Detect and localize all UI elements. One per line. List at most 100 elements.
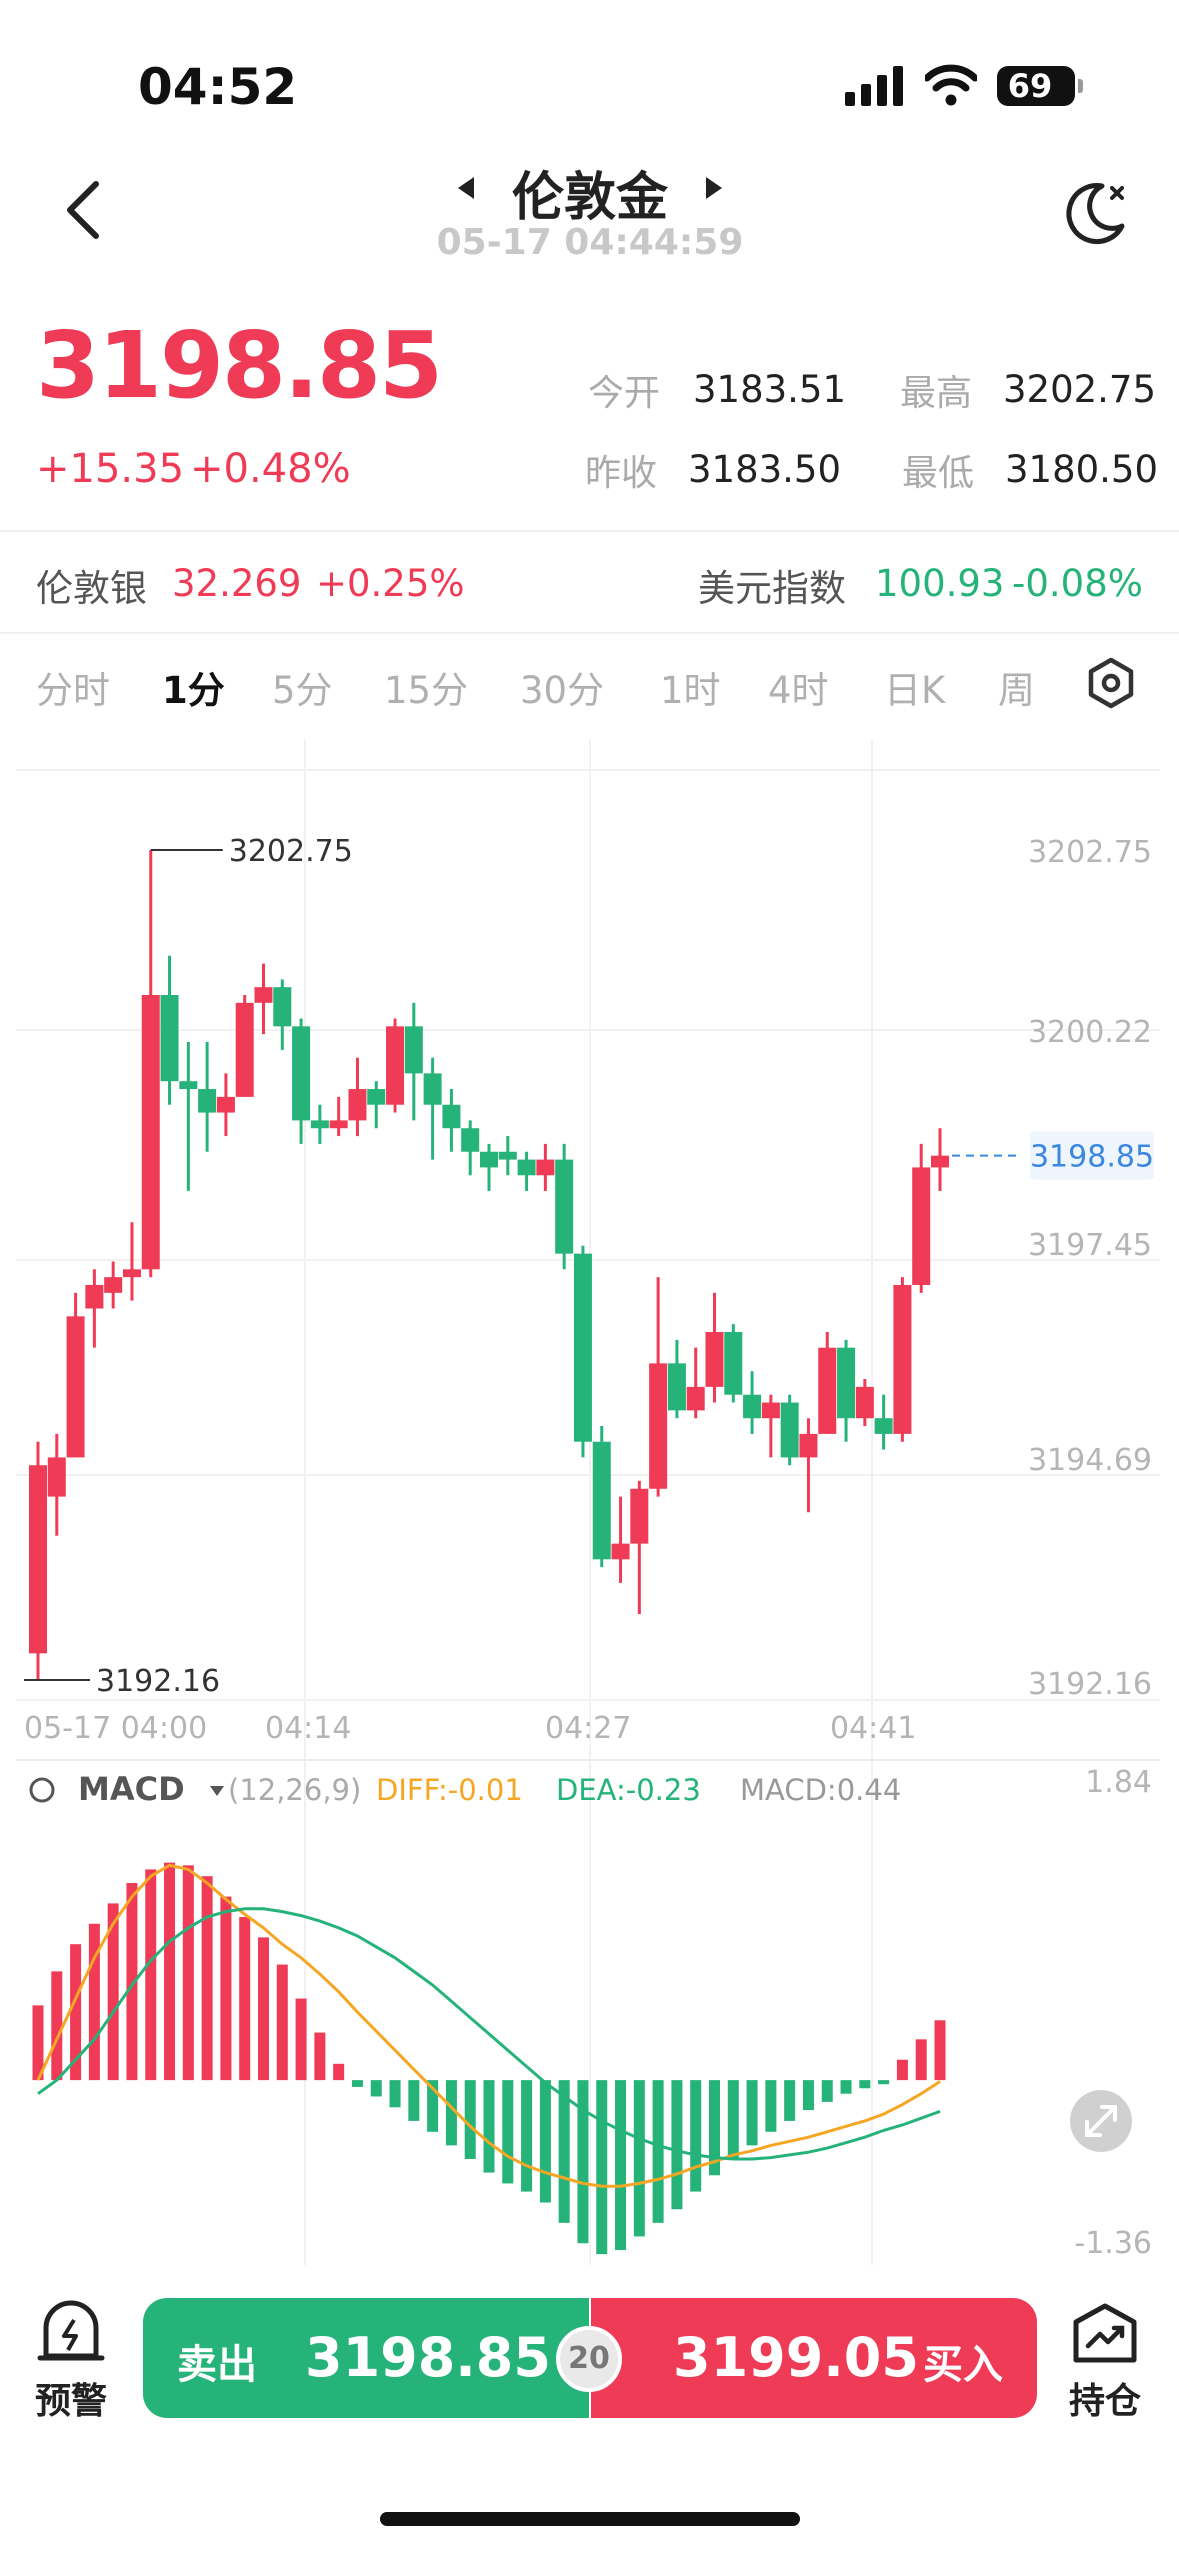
- back-arrow-icon[interactable]: [58, 178, 108, 242]
- status-bar: 04:52 69: [0, 0, 1179, 150]
- macd-histogram-bar: [709, 2080, 720, 2176]
- candle-body: [329, 1120, 348, 1129]
- chart-grid: [16, 740, 1160, 2265]
- macd-histogram-bar: [671, 2080, 683, 2210]
- candle-body: [649, 1363, 668, 1489]
- candle-body: [386, 1026, 405, 1105]
- macd-histogram-bar: [765, 2080, 777, 2132]
- macd-histogram-bar: [821, 2080, 833, 2102]
- current-price-label: 3198.85: [1030, 1140, 1154, 1175]
- price-change-percent: +0.48%: [190, 446, 351, 492]
- candle-body: [292, 1026, 311, 1121]
- macd-histogram-bar: [633, 2080, 645, 2237]
- sell-button[interactable]: 卖出 3198.85: [143, 2298, 589, 2418]
- expand-icon[interactable]: [1070, 2090, 1132, 2152]
- macd-histogram-bar: [295, 1998, 307, 2081]
- tab-timeshare[interactable]: 分时: [36, 669, 110, 712]
- home-indicator: [380, 2512, 800, 2526]
- buy-price: 3199.05: [673, 2326, 919, 2389]
- candle-body: [122, 1269, 141, 1278]
- candle-body: [367, 1089, 386, 1105]
- macd-title: MACD: [78, 1770, 185, 1808]
- candle-body: [874, 1418, 893, 1434]
- related-pct: -0.08%: [1012, 562, 1143, 605]
- candles: [29, 850, 949, 1680]
- candle-body: [724, 1332, 743, 1395]
- candle-body: [705, 1332, 724, 1387]
- macd-histogram-bar: [615, 2080, 627, 2251]
- chart-settings-icon[interactable]: [1084, 656, 1138, 710]
- candle-body: [66, 1316, 85, 1458]
- candle-body: [85, 1284, 104, 1309]
- macd-value: MACD:0.44: [740, 1773, 901, 1807]
- time-axis-label: 05-17 04:00: [24, 1711, 207, 1746]
- candle-body: [160, 994, 179, 1082]
- time-axis-label: 04:27: [545, 1711, 631, 1746]
- candle-body: [818, 1347, 837, 1434]
- candle-body: [780, 1402, 799, 1458]
- macd-histogram-bar: [577, 2080, 589, 2244]
- macd-histogram-bar: [521, 2080, 533, 2192]
- divider: [0, 530, 1179, 532]
- tab-daily[interactable]: 日K: [884, 669, 946, 712]
- macd-histogram-bar: [88, 1923, 100, 2081]
- prev-instrument-icon[interactable]: [458, 177, 474, 199]
- candle-body: [799, 1433, 818, 1458]
- macd-histogram-bar: [258, 1937, 269, 2081]
- related-name: 美元指数: [698, 567, 846, 610]
- macd-dea-line: [37, 1907, 941, 2161]
- macd-histogram-bar: [896, 2059, 908, 2081]
- macd-histogram-bar: [314, 2032, 326, 2081]
- candle-body: [273, 987, 292, 1027]
- buy-label: 买入: [923, 2342, 1003, 2388]
- macd-axis-min: -1.36: [1074, 2226, 1152, 2261]
- instrument-switcher[interactable]: 伦敦金: [400, 155, 780, 228]
- tab-1min[interactable]: 1分: [162, 669, 225, 712]
- price-axis-labels: 3202.75 3200.22 3197.45 3194.69 3192.16: [1028, 835, 1152, 1702]
- buy-button[interactable]: 3199.05 买入: [591, 2298, 1037, 2418]
- sell-price: 3198.85: [305, 2326, 551, 2389]
- related-pct: +0.25%: [316, 562, 465, 605]
- macd-histogram-bar: [351, 2080, 363, 2087]
- max-marker-label: 3202.75: [229, 834, 353, 869]
- related-value: 100.93: [875, 562, 1005, 605]
- macd-histogram-bar: [878, 2080, 890, 2085]
- tab-30min[interactable]: 30分: [520, 669, 605, 712]
- min-marker-label: 3192.16: [96, 1664, 220, 1699]
- extreme-markers: 3202.75 3192.16 3198.85: [24, 834, 1154, 1699]
- tab-5min[interactable]: 5分: [272, 669, 333, 712]
- battery-icon: 69: [997, 66, 1083, 106]
- candle-body: [855, 1386, 874, 1419]
- candle-body: [235, 1002, 254, 1097]
- macd-histogram-bar: [558, 2080, 570, 2223]
- related-name: 伦敦银: [36, 567, 147, 610]
- tab-1hour[interactable]: 1时: [660, 669, 721, 712]
- candle-body: [517, 1159, 536, 1176]
- prev-close-value: 3183.50: [688, 448, 842, 491]
- candle-body: [630, 1488, 649, 1544]
- related-value: 32.269: [172, 562, 302, 605]
- candle-body: [461, 1128, 480, 1152]
- positions-button[interactable]: 持仓: [1062, 2300, 1148, 2422]
- candle-body: [686, 1386, 705, 1411]
- night-mode-icon[interactable]: [1060, 178, 1130, 248]
- candle-body: [931, 1155, 949, 1168]
- candle-body: [179, 1081, 198, 1090]
- candle-body: [47, 1457, 66, 1497]
- kline-chart[interactable]: 3202.75 3200.22 3197.45 3194.69 3192.16 05-1…: [0, 740, 1179, 2265]
- candle-body: [667, 1363, 686, 1411]
- macd-histogram-bar: [145, 1869, 157, 2081]
- macd-histogram-bar: [596, 2080, 608, 2255]
- next-instrument-icon[interactable]: [706, 177, 722, 199]
- tab-weekly[interactable]: 周: [998, 669, 1035, 712]
- macd-histogram-bar: [784, 2080, 796, 2121]
- alert-button[interactable]: 预警: [28, 2300, 114, 2422]
- candle-body: [498, 1151, 517, 1160]
- macd-histogram-bar: [502, 2080, 514, 2184]
- page-title: 伦敦金: [511, 168, 668, 228]
- price-axis-label: 3194.69: [1028, 1443, 1152, 1478]
- tab-15min[interactable]: 15分: [384, 669, 469, 712]
- macd-histogram-bar: [802, 2080, 814, 2111]
- tab-4hour[interactable]: 4时: [768, 669, 829, 712]
- candle-body: [536, 1159, 555, 1176]
